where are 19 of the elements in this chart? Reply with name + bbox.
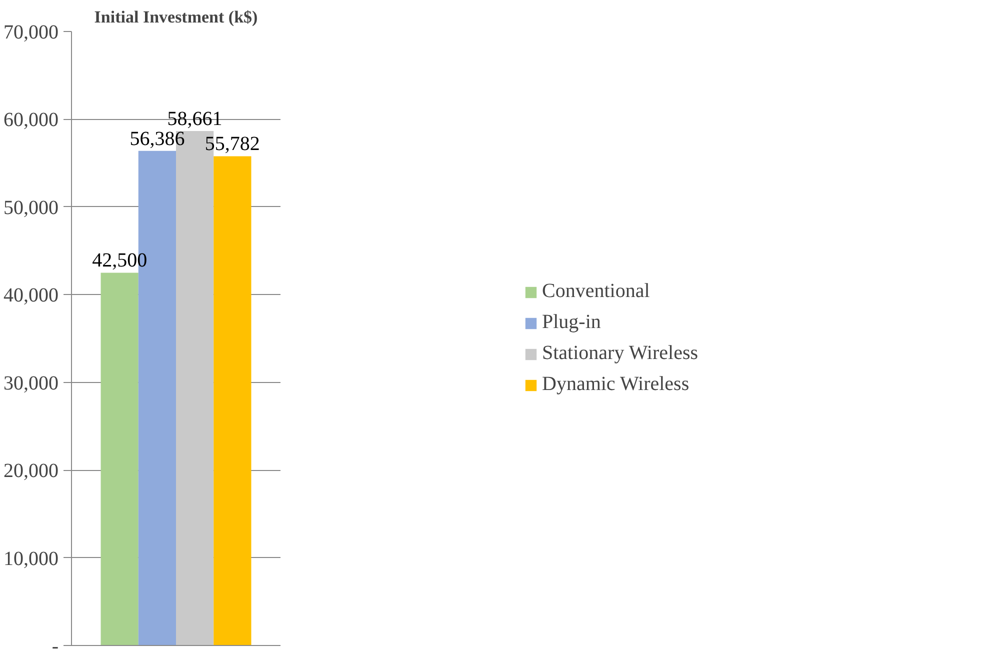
- data-label: 42,500: [92, 250, 148, 272]
- y-tick-label: 70,000: [4, 22, 58, 44]
- bar: [100, 272, 138, 646]
- y-tick-label: 50,000: [4, 196, 58, 219]
- data-label: 56,386: [130, 128, 185, 150]
- legend-label: Conventional: [542, 280, 651, 303]
- legend-label: Dynamic Wireless: [542, 373, 690, 396]
- y-tick-label: 20,000: [4, 460, 58, 482]
- y-tick-label: 60,000: [4, 109, 58, 132]
- data-label: 55,782: [204, 133, 260, 156]
- data-label: 58,661: [167, 108, 222, 130]
- y-tick-label: -: [52, 636, 59, 658]
- bar: [214, 156, 252, 646]
- chart-title: Initial Investment (k$): [94, 8, 258, 26]
- y-tick-label: 10,000: [4, 548, 58, 570]
- legend-label: Stationary Wireless: [542, 342, 700, 365]
- y-tick-label: 40,000: [4, 284, 58, 307]
- y-tick-label: 30,000: [4, 372, 58, 394]
- legend-label: Plug-in: [542, 311, 602, 334]
